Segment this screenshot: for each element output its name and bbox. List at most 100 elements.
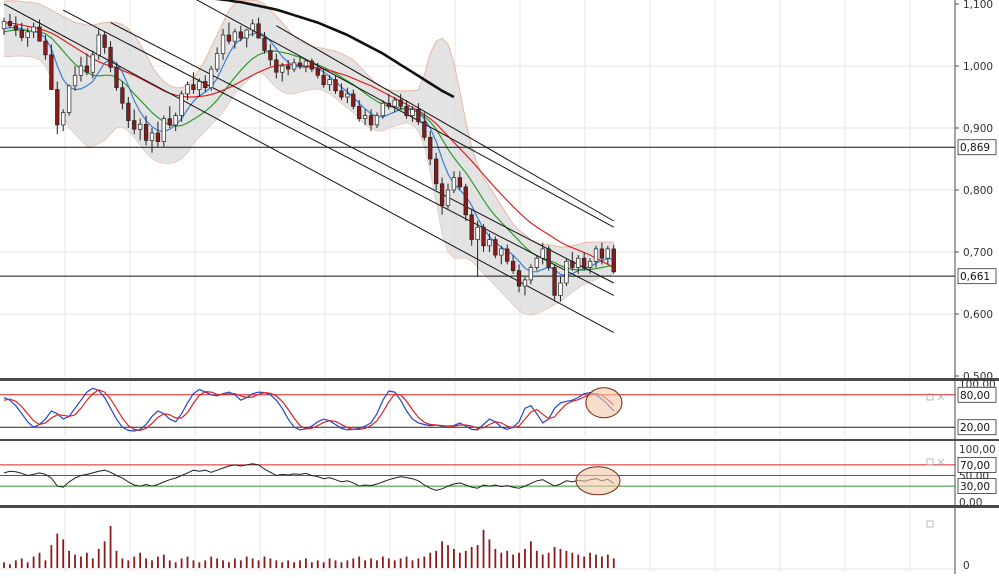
candle-body (510, 260, 516, 271)
volume-bar (399, 558, 402, 568)
candle-body (13, 25, 18, 31)
volume-bar (97, 548, 100, 568)
maximize-icon (926, 520, 934, 528)
volume-bar (228, 562, 230, 568)
candle-body (499, 248, 504, 256)
candle-body (209, 68, 214, 89)
candle-body (315, 68, 320, 76)
candle-body (25, 31, 30, 38)
volume-bar (74, 554, 76, 568)
volume-bar (500, 552, 503, 568)
candle-body (428, 136, 433, 160)
volume-bar (417, 558, 420, 568)
candle-body (280, 65, 285, 73)
volume-bar (239, 560, 242, 568)
stochastic-line-d (3, 389, 615, 432)
candle-body (161, 118, 166, 142)
candle-body (31, 26, 36, 33)
candle-body (214, 53, 220, 70)
candle-body (487, 239, 492, 247)
volume-bar (453, 548, 455, 568)
volume-bar (3, 562, 5, 568)
candle-body (463, 186, 468, 216)
rsi-level-label: 30,00 (960, 481, 990, 493)
close-icon (937, 458, 945, 466)
horizontal-line-label-box (957, 139, 997, 156)
horizontal-line-label: 0,869 (960, 142, 990, 154)
candle-body (114, 66, 119, 89)
candle-body (540, 248, 545, 259)
candle-body (250, 23, 255, 31)
volume-bar (222, 560, 224, 568)
candle-body (451, 177, 457, 191)
volume-bar (458, 552, 461, 568)
volume-bar (565, 550, 568, 568)
candle-body (143, 123, 149, 141)
rsi-highlight-circle (575, 466, 621, 496)
volume-bar (257, 560, 260, 568)
volume-bar (476, 545, 479, 568)
candle-body (362, 115, 368, 120)
rsi-level-label: 70,00 (960, 460, 990, 472)
volume-bar (583, 556, 586, 568)
candle-body (220, 34, 226, 54)
price-axis-label: 0,500 (963, 371, 993, 383)
volume-bar (56, 533, 59, 568)
candle-body (333, 79, 338, 92)
panel-separator (0, 439, 999, 441)
candle-body (7, 21, 13, 27)
candle-body (339, 90, 344, 98)
volume-bar (109, 526, 112, 568)
candle-body (593, 248, 599, 262)
volume-bar (115, 550, 118, 568)
price-axis-label: 0,600 (963, 309, 993, 321)
volume-bar (32, 556, 35, 568)
candle-body (546, 248, 551, 268)
volume-bar (299, 560, 301, 568)
stochastic-level-label-box (957, 419, 997, 436)
volume-bar (547, 552, 550, 568)
volume-bar (20, 558, 23, 568)
stochastic-panel (0, 387, 955, 432)
candle-body (268, 50, 273, 61)
volume-bar (263, 556, 266, 568)
volume-bar (293, 562, 295, 568)
close-icon (937, 393, 945, 401)
bollinger-band-fill (4, 0, 614, 316)
candle-body (380, 102, 386, 116)
volume-bar (470, 547, 473, 568)
volume-bar (162, 554, 165, 568)
volume-bar (186, 556, 189, 568)
volume-bar (316, 560, 319, 568)
volume-bar (139, 552, 142, 568)
candle-body (422, 121, 427, 138)
volume-bar (447, 545, 449, 568)
candle-body (558, 282, 563, 296)
volume-bar (518, 552, 520, 568)
candle-body (232, 31, 238, 42)
panel-icons (926, 393, 945, 528)
candle-body (303, 60, 309, 67)
volume-bar (589, 552, 591, 568)
price-axis-label: 0,700 (963, 247, 993, 259)
candles (1, 13, 616, 302)
volume-bar (281, 562, 284, 568)
volume-bar (62, 539, 65, 568)
volume-bar (287, 560, 290, 568)
moving-average-long (214, 0, 455, 99)
candle-body (155, 132, 161, 142)
volume-bar (127, 560, 130, 568)
candle-body (1, 21, 7, 30)
rsi-axis-label: 0,00 (959, 497, 982, 509)
volume-panel (0, 526, 955, 570)
candle-body (167, 118, 172, 126)
volume-bar (506, 550, 509, 568)
volume-bar (535, 550, 538, 568)
volume-bar (91, 558, 94, 568)
candle-body (191, 84, 196, 90)
candle-body (149, 132, 155, 141)
bollinger-band-upper (4, 0, 614, 248)
volume-bar (328, 558, 331, 568)
